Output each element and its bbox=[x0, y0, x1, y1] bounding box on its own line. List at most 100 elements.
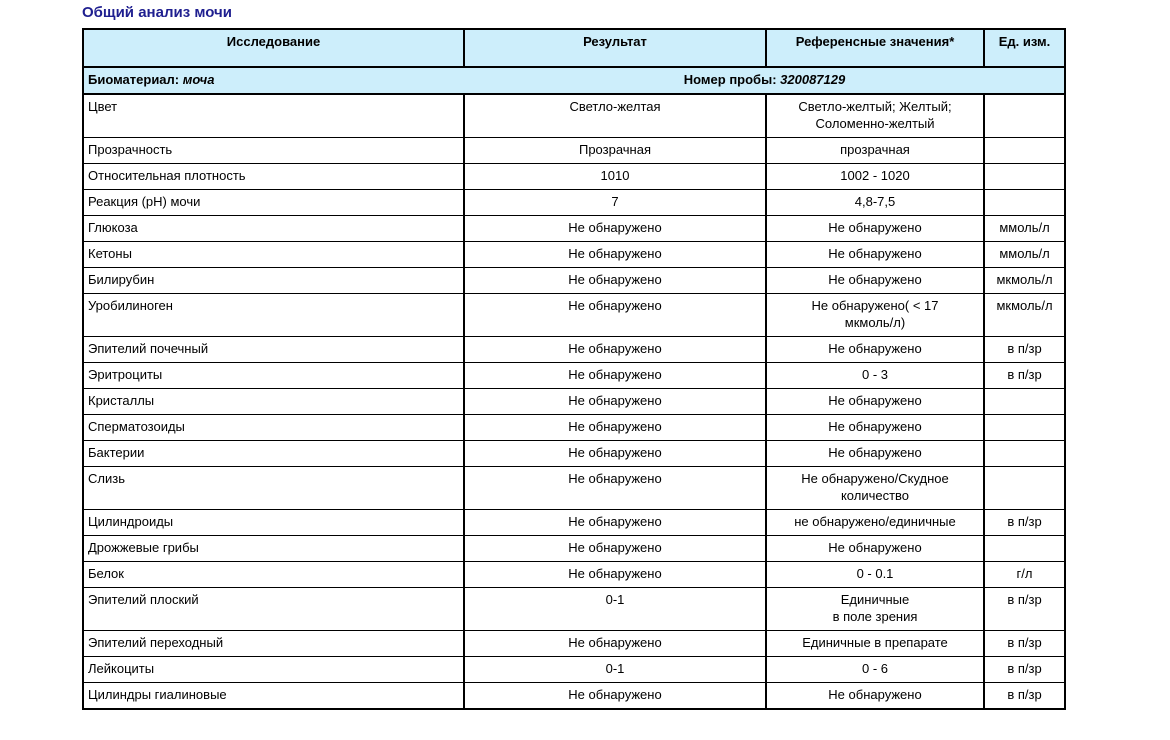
test-name-cell: Уробилиноген bbox=[82, 293, 465, 337]
result-cell: Не обнаружено bbox=[463, 362, 767, 389]
unit-cell bbox=[983, 414, 1066, 441]
unit-cell bbox=[983, 137, 1066, 164]
test-name-cell: Эпителий переходный bbox=[82, 630, 465, 657]
unit-cell bbox=[983, 93, 1066, 138]
unit-cell bbox=[983, 535, 1066, 562]
reference-cell: Не обнаружено bbox=[765, 267, 985, 294]
unit-cell bbox=[983, 388, 1066, 415]
test-name-cell: Эпителий плоский bbox=[82, 587, 465, 631]
test-name-cell: Кристаллы bbox=[82, 388, 465, 415]
result-cell: Не обнаружено bbox=[463, 241, 767, 268]
unit-cell: ммоль/л bbox=[983, 215, 1066, 242]
results-table: Исследование Результат Референсные значе… bbox=[82, 28, 1066, 710]
unit-cell: в п/зр bbox=[983, 362, 1066, 389]
sample-number: Номер пробы: 320087129 bbox=[465, 71, 1063, 88]
result-cell: 7 bbox=[463, 189, 767, 216]
column-header-result: Результат bbox=[463, 28, 767, 68]
sample-meta-row: Биоматериал: моча Номер пробы: 320087129 bbox=[82, 66, 1066, 95]
reference-cell: 1002 - 1020 bbox=[765, 163, 985, 190]
result-cell: Не обнаружено bbox=[463, 535, 767, 562]
lab-report: Общий анализ мочи Исследование Результат… bbox=[82, 4, 1066, 710]
test-name-cell: Лейкоциты bbox=[82, 656, 465, 683]
reference-cell: Не обнаружено( < 17 мкмоль/л) bbox=[765, 293, 985, 337]
unit-cell bbox=[983, 440, 1066, 467]
column-header-test: Исследование bbox=[82, 28, 465, 68]
table-row: Относительная плотность 1010 1002 - 1020 bbox=[82, 163, 1066, 190]
table-row: Дрожжевые грибы Не обнаружено Не обнаруж… bbox=[82, 535, 1066, 562]
column-header-reference: Референсные значения* bbox=[765, 28, 985, 68]
table-header-row: Исследование Результат Референсные значе… bbox=[82, 28, 1066, 68]
test-name-cell: Эпителий почечный bbox=[82, 336, 465, 363]
unit-cell bbox=[983, 466, 1066, 510]
sample-number-value: 320087129 bbox=[780, 72, 846, 87]
test-name-cell: Слизь bbox=[82, 466, 465, 510]
table-row: Цвет Светло-желтая Светло-желтый; Желтый… bbox=[82, 93, 1066, 138]
test-name-cell: Цвет bbox=[82, 93, 465, 138]
sample-meta-cell: Биоматериал: моча Номер пробы: 320087129 bbox=[82, 66, 1066, 95]
table-row: Кристаллы Не обнаружено Не обнаружено bbox=[82, 388, 1066, 415]
sample-number-label: Номер пробы: bbox=[683, 72, 777, 87]
test-name-cell: Прозрачность bbox=[82, 137, 465, 164]
reference-cell: Не обнаружено/Скудное количество bbox=[765, 466, 985, 510]
unit-cell bbox=[983, 189, 1066, 216]
test-name-cell: Эритроциты bbox=[82, 362, 465, 389]
test-name-cell: Бактерии bbox=[82, 440, 465, 467]
test-name-cell: Дрожжевые грибы bbox=[82, 535, 465, 562]
biomaterial-value: моча bbox=[182, 72, 215, 87]
result-cell: Не обнаружено bbox=[463, 267, 767, 294]
test-name-cell: Цилиндры гиалиновые bbox=[82, 682, 465, 710]
result-cell: Не обнаружено bbox=[463, 440, 767, 467]
page-title: Общий анализ мочи bbox=[82, 4, 232, 21]
table-row: Цилиндроиды Не обнаружено не обнаружено/… bbox=[82, 509, 1066, 536]
reference-cell: Не обнаружено bbox=[765, 535, 985, 562]
table-row: Реакция (pH) мочи 7 4,8-7,5 bbox=[82, 189, 1066, 216]
reference-cell: Не обнаружено bbox=[765, 682, 985, 710]
table-row: Эпителий почечный Не обнаружено Не обнар… bbox=[82, 336, 1066, 363]
test-name-cell: Реакция (pH) мочи bbox=[82, 189, 465, 216]
result-cell: 1010 bbox=[463, 163, 767, 190]
reference-cell: не обнаружено/единичные bbox=[765, 509, 985, 536]
reference-cell: прозрачная bbox=[765, 137, 985, 164]
reference-cell: Единичные в препарате bbox=[765, 630, 985, 657]
result-cell: Не обнаружено bbox=[463, 388, 767, 415]
unit-cell: в п/зр bbox=[983, 682, 1066, 710]
result-cell: Не обнаружено bbox=[463, 466, 767, 510]
table-row: Слизь Не обнаружено Не обнаружено/Скудно… bbox=[82, 466, 1066, 510]
result-cell: Не обнаружено bbox=[463, 509, 767, 536]
reference-cell: 4,8-7,5 bbox=[765, 189, 985, 216]
test-name-cell: Цилиндроиды bbox=[82, 509, 465, 536]
reference-cell: Светло-желтый; Желтый; Соломенно-желтый bbox=[765, 93, 985, 138]
reference-cell: 0 - 0.1 bbox=[765, 561, 985, 588]
reference-cell: Не обнаружено bbox=[765, 414, 985, 441]
result-cell: Не обнаружено bbox=[463, 293, 767, 337]
reference-cell: Не обнаружено bbox=[765, 241, 985, 268]
biomaterial-label: Биоматериал: bbox=[88, 72, 180, 87]
result-cell: Не обнаружено bbox=[463, 414, 767, 441]
test-name-cell: Относительная плотность bbox=[82, 163, 465, 190]
reference-cell: Не обнаружено bbox=[765, 388, 985, 415]
table-row: Глюкоза Не обнаружено Не обнаружено ммол… bbox=[82, 215, 1066, 242]
reference-cell: Не обнаружено bbox=[765, 440, 985, 467]
reference-cell: Единичные в поле зрения bbox=[765, 587, 985, 631]
reference-cell: 0 - 6 bbox=[765, 656, 985, 683]
unit-cell: в п/зр bbox=[983, 630, 1066, 657]
test-name-cell: Белок bbox=[82, 561, 465, 588]
table-row: Эпителий плоский 0-1 Единичные в поле зр… bbox=[82, 587, 1066, 631]
table-row: Цилиндры гиалиновые Не обнаружено Не обн… bbox=[82, 682, 1066, 710]
table-row: Лейкоциты 0-1 0 - 6 в п/зр bbox=[82, 656, 1066, 683]
table-row: Белок Не обнаружено 0 - 0.1 г/л bbox=[82, 561, 1066, 588]
unit-cell: мкмоль/л bbox=[983, 267, 1066, 294]
table-row: Эпителий переходный Не обнаружено Единич… bbox=[82, 630, 1066, 657]
result-cell: Не обнаружено bbox=[463, 336, 767, 363]
result-cell: Не обнаружено bbox=[463, 561, 767, 588]
table-row: Билирубин Не обнаружено Не обнаружено мк… bbox=[82, 267, 1066, 294]
test-name-cell: Билирубин bbox=[82, 267, 465, 294]
result-cell: Не обнаружено bbox=[463, 215, 767, 242]
result-cell: Светло-желтая bbox=[463, 93, 767, 138]
table-row: Бактерии Не обнаружено Не обнаружено bbox=[82, 440, 1066, 467]
unit-cell bbox=[983, 163, 1066, 190]
test-name-cell: Глюкоза bbox=[82, 215, 465, 242]
biomaterial: Биоматериал: моча bbox=[88, 72, 215, 87]
table-row: Прозрачность Прозрачная прозрачная bbox=[82, 137, 1066, 164]
reference-cell: Не обнаружено bbox=[765, 336, 985, 363]
